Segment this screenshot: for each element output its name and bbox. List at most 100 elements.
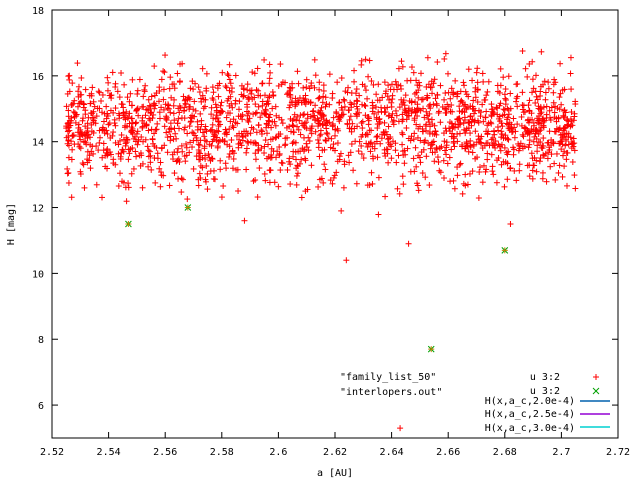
family-point — [93, 181, 100, 188]
family-point — [519, 131, 526, 138]
family-point — [537, 139, 544, 146]
family-point — [179, 148, 186, 155]
y-axis-label: H [mag] — [6, 203, 17, 245]
y-tick-label: 12 — [32, 204, 44, 215]
family-point — [80, 115, 87, 122]
family-point — [148, 166, 155, 173]
family-point — [142, 136, 149, 143]
family-point — [504, 176, 511, 183]
family-point — [353, 110, 360, 117]
family-point — [151, 155, 158, 162]
family-point — [77, 170, 84, 177]
family-point — [345, 107, 352, 114]
family-point — [431, 130, 438, 137]
family-point — [530, 119, 537, 126]
family-point — [196, 142, 203, 149]
family-point — [178, 142, 185, 149]
family-point — [353, 113, 360, 120]
family-point — [212, 129, 219, 136]
family-point — [413, 77, 420, 84]
family-point — [161, 69, 168, 76]
family-point — [216, 109, 223, 116]
family-point — [426, 110, 433, 117]
family-point — [334, 140, 341, 147]
family-point — [75, 83, 82, 90]
family-point — [140, 93, 147, 100]
family-point — [311, 117, 318, 124]
family-point — [513, 177, 520, 184]
family-point — [358, 151, 365, 158]
family-point — [529, 155, 536, 162]
family-point — [294, 163, 301, 170]
family-point — [227, 93, 234, 100]
family-point — [316, 176, 323, 183]
family-point — [321, 161, 328, 168]
family-point — [410, 155, 417, 162]
family-point — [484, 130, 491, 137]
family-point — [118, 150, 125, 157]
family-point — [568, 138, 575, 145]
family-point — [505, 136, 512, 143]
family-point — [224, 97, 231, 104]
family-point — [125, 184, 132, 191]
family-point — [340, 96, 347, 103]
family-point — [269, 88, 276, 95]
family-point — [134, 105, 141, 112]
family-point — [441, 138, 448, 145]
family-point — [557, 90, 564, 97]
family-point — [337, 150, 344, 157]
family-point — [462, 171, 469, 178]
family-point — [528, 110, 535, 117]
family-point — [475, 195, 482, 202]
family-point — [346, 116, 353, 123]
x-tick-label: 2.68 — [493, 447, 517, 458]
family-point — [265, 94, 272, 101]
family-point — [110, 160, 117, 167]
family-point — [489, 135, 496, 142]
family-point — [70, 108, 77, 115]
family-point — [568, 145, 575, 152]
family-point — [397, 425, 404, 432]
family-point — [502, 101, 509, 108]
family-point — [129, 127, 136, 134]
family-point — [542, 89, 549, 96]
family-point — [139, 184, 146, 191]
family-point — [124, 94, 131, 101]
family-point — [194, 118, 201, 125]
family-point — [472, 84, 479, 91]
family-point — [544, 155, 551, 162]
family-point — [182, 100, 189, 107]
family-point — [297, 148, 304, 155]
family-point — [362, 112, 369, 119]
family-point — [495, 154, 502, 161]
family-point — [534, 148, 541, 155]
family-point — [173, 158, 180, 165]
x-tick-label: 2.52 — [40, 447, 64, 458]
family-point — [571, 172, 578, 179]
family-point — [240, 85, 247, 92]
family-point — [236, 136, 243, 143]
family-point — [423, 83, 430, 90]
family-point — [563, 117, 570, 124]
family-point — [331, 172, 338, 179]
family-point — [249, 69, 256, 76]
family-point — [210, 96, 217, 103]
family-point — [195, 141, 202, 148]
family-point — [83, 131, 90, 138]
family-point — [533, 93, 540, 100]
family-point — [442, 147, 449, 154]
family-point — [157, 159, 164, 166]
family-point — [408, 110, 415, 117]
family-point — [330, 141, 337, 148]
family-point — [533, 126, 540, 133]
family-point — [536, 128, 543, 135]
family-point — [548, 151, 555, 158]
family-point — [361, 83, 368, 90]
family-point — [440, 157, 447, 164]
family-point — [232, 72, 239, 79]
family-point — [182, 158, 189, 165]
family-point — [166, 85, 173, 92]
family-point — [560, 133, 567, 140]
family-point — [562, 142, 569, 149]
family-point — [562, 136, 569, 143]
